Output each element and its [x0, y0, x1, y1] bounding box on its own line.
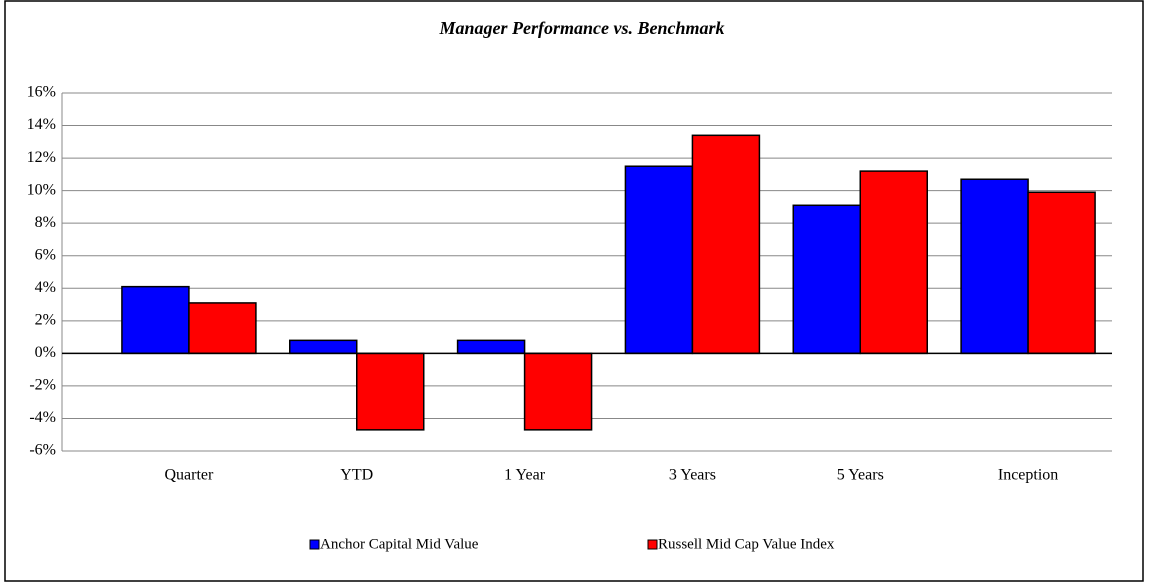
bar — [624, 165, 694, 355]
bar — [1027, 191, 1096, 355]
y-tick-label: 16% — [27, 84, 56, 101]
y-tick-label: 4% — [35, 279, 56, 296]
bar — [859, 170, 928, 355]
x-tick-label: 1 Year — [504, 467, 546, 484]
bar — [121, 285, 190, 355]
legend-label: Russell Mid Cap Value Index — [658, 536, 835, 552]
bar — [188, 302, 257, 355]
chart-title: Manager Performance vs. Benchmark — [439, 18, 725, 38]
y-tick-label: -4% — [29, 409, 56, 426]
chart-frame — [4, 0, 1144, 582]
x-tick-label: Inception — [998, 467, 1058, 484]
bar — [523, 352, 593, 431]
bar — [960, 178, 1029, 355]
y-tick-label: 10% — [27, 181, 56, 198]
x-tick-label: Quarter — [164, 467, 214, 484]
y-tick-label: 6% — [35, 246, 56, 263]
bar — [456, 339, 526, 355]
y-tick-label: -2% — [29, 377, 56, 394]
y-tick-label: 8% — [35, 214, 56, 231]
bar — [691, 134, 761, 355]
legend-swatch — [309, 539, 320, 550]
bar — [289, 339, 358, 355]
x-tick-label: 3 Years — [669, 467, 716, 484]
legend-label: Anchor Capital Mid Value — [320, 536, 479, 552]
bar — [792, 204, 861, 355]
y-tick-label: 2% — [35, 311, 56, 328]
legend-swatch — [647, 539, 658, 550]
y-tick-label: 14% — [27, 116, 56, 133]
x-tick-label: 5 Years — [837, 467, 884, 484]
y-tick-label: 12% — [27, 149, 56, 166]
y-tick-label: -6% — [29, 442, 56, 459]
x-tick-label: YTD — [340, 467, 373, 484]
y-tick-label: 0% — [35, 344, 56, 361]
bar — [356, 352, 425, 431]
